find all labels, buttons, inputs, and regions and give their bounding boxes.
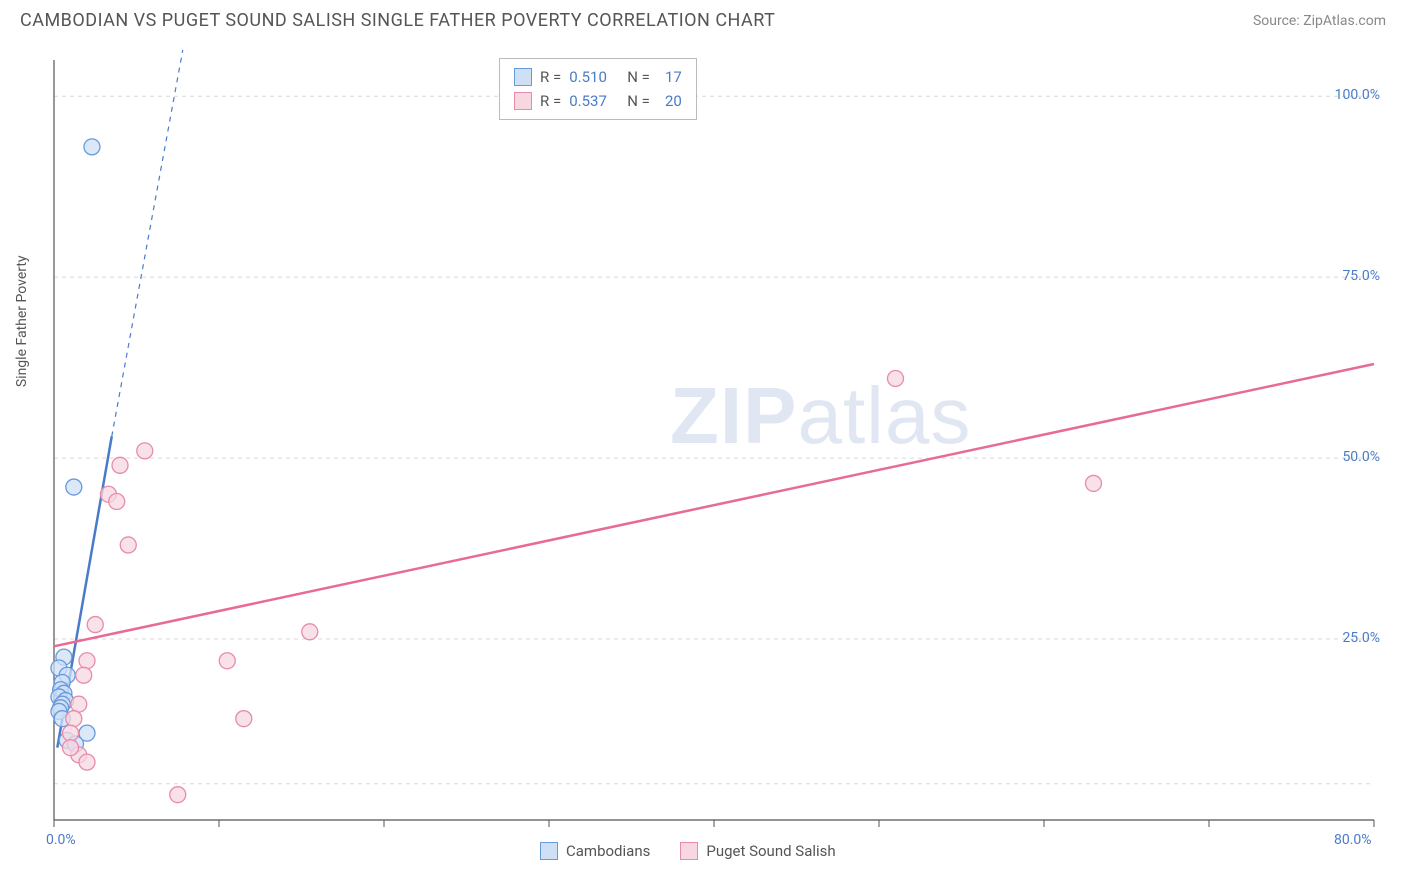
legend-correlation: R =0.510N =17R =0.537N =20 — [499, 58, 697, 120]
legend-series-item: Cambodians — [540, 842, 650, 860]
legend-swatch — [680, 842, 698, 860]
legend-series-item: Puget Sound Salish — [680, 842, 835, 860]
y-tick-label: 75.0% — [1342, 268, 1380, 284]
x-tick-label: 80.0% — [1334, 832, 1372, 848]
y-axis-label: Single Father Poverty — [14, 255, 30, 387]
legend-row: R =0.537N =20 — [514, 89, 682, 113]
chart-source: Source: ZipAtlas.com — [1253, 13, 1386, 29]
legend-swatch — [514, 92, 532, 110]
chart-title: CAMBODIAN VS PUGET SOUND SALISH SINGLE F… — [20, 10, 775, 31]
y-tick-label: 25.0% — [1342, 630, 1380, 646]
legend-swatch — [514, 68, 532, 86]
legend-swatch — [540, 842, 558, 860]
legend-row: R =0.510N =17 — [514, 65, 682, 89]
legend-series-label: Puget Sound Salish — [706, 842, 835, 860]
legend-series-label: Cambodians — [566, 842, 650, 860]
legend-series: Cambodians Puget Sound Salish — [540, 842, 836, 860]
chart-header: CAMBODIAN VS PUGET SOUND SALISH SINGLE F… — [0, 0, 1406, 39]
y-tick-label: 50.0% — [1342, 449, 1380, 465]
chart-area: Single Father Poverty 0.0%80.0%25.0%50.0… — [50, 50, 1386, 840]
x-tick-label: 0.0% — [46, 832, 76, 848]
y-tick-label: 100.0% — [1335, 87, 1380, 103]
scatter-plot — [50, 50, 1386, 840]
